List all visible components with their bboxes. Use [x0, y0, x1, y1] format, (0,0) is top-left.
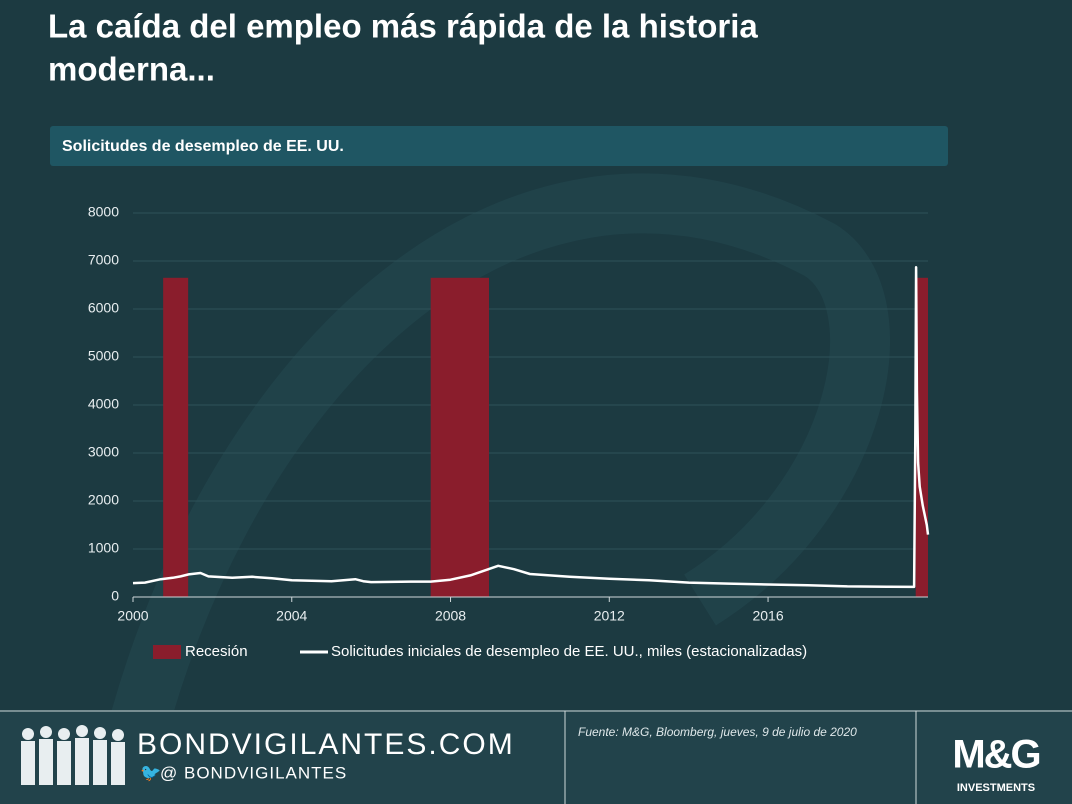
recession-band: [163, 277, 189, 597]
y-tick-label: 6000: [88, 300, 119, 316]
twitter-icon: 🐦: [140, 763, 161, 782]
subtitle-bar: [50, 126, 948, 166]
site-name: BONDVIGILANTES.COM: [137, 728, 515, 761]
y-tick-label: 4000: [88, 396, 119, 412]
x-tick-label: 2004: [276, 608, 307, 624]
y-tick-label: 1000: [88, 540, 119, 556]
x-tick-label: 2012: [594, 608, 625, 624]
decor: [90, 173, 890, 804]
legend-label: Recesión: [185, 643, 248, 660]
data-line: [132, 265, 930, 589]
people-icon: [21, 725, 125, 785]
handle: @ BONDVIGILANTES: [160, 763, 347, 782]
y-tick-label: 3000: [88, 444, 119, 460]
x-tick-label: 2016: [752, 608, 783, 624]
subtitle: Solicitudes de desempleo de EE. UU.: [62, 138, 344, 155]
x-tick-label: 2008: [435, 608, 466, 624]
logo: M&G: [952, 733, 1039, 777]
recession-band: [430, 277, 490, 597]
y-tick-label: 5000: [88, 348, 119, 364]
legend-label: Solicitudes iniciales de desempleo de EE…: [331, 643, 807, 660]
title-line: La caída del empleo más rápida de la his…: [48, 8, 758, 45]
y-tick-label: 2000: [88, 492, 119, 508]
x-tick-label: 2000: [117, 608, 148, 624]
y-tick-label: 0: [111, 588, 119, 604]
logo-sub: INVESTMENTS: [957, 782, 1035, 794]
title-line: moderna...: [48, 51, 215, 88]
footer: [0, 710, 1072, 804]
source-note: Fuente: M&G, Bloomberg, jueves, 9 de jul…: [578, 725, 857, 739]
legend-swatch: [153, 645, 181, 659]
y-tick-label: 7000: [88, 252, 119, 268]
y-tick-label: 8000: [88, 204, 119, 220]
